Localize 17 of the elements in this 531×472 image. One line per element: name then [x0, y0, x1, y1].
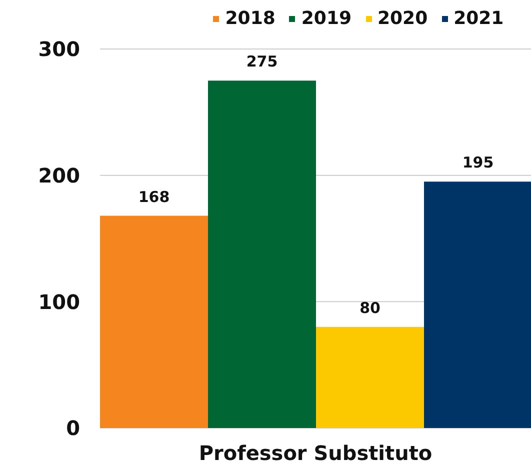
bar [316, 326, 424, 428]
legend-label: 2021 [452, 8, 504, 29]
y-tick-label: 200 [38, 163, 80, 188]
bar [100, 216, 208, 428]
legend-label: 2019 [300, 8, 352, 29]
legend-label: 2020 [376, 8, 428, 29]
y-tick-label: 0 [66, 416, 80, 440]
legend-label: 2018 [224, 8, 276, 29]
x-tick-label: Professor Substituto [198, 441, 432, 466]
bar [208, 80, 316, 428]
data-label: 168 [138, 188, 170, 206]
y-tick-label: 300 [38, 37, 80, 62]
y-tick-label: 100 [38, 290, 80, 314]
data-label: 275 [246, 52, 278, 71]
data-label: 80 [360, 298, 380, 317]
data-label: 195 [462, 154, 494, 172]
bar [424, 182, 531, 428]
